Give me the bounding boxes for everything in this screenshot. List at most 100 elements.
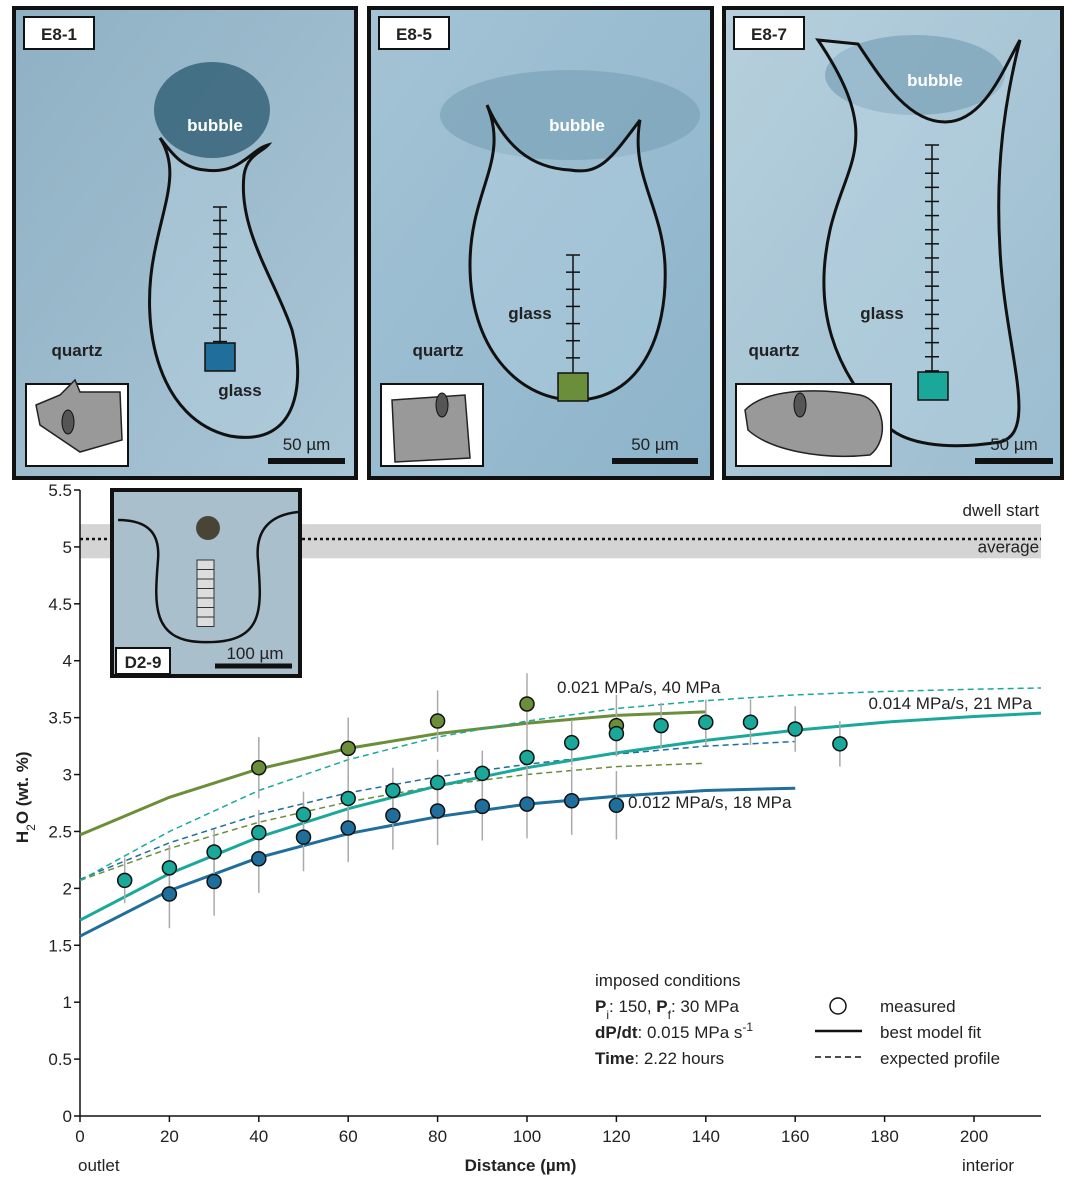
measured-point [386, 783, 400, 797]
condition-line: Pi: 150, Pf: 30 MPa [595, 997, 740, 1022]
inset-spot [197, 560, 214, 570]
text-part: -1 [742, 1020, 753, 1034]
measured-point [297, 830, 311, 844]
inset-bubble [196, 516, 220, 540]
measured-point [609, 727, 623, 741]
measured-point [252, 852, 266, 866]
y-tick-label: 4 [63, 652, 72, 671]
text-part: : 150, [609, 997, 656, 1016]
crystal-shape [392, 395, 470, 462]
measured-point [609, 798, 623, 812]
bubble-region [154, 62, 270, 158]
measured-point [341, 821, 355, 835]
legend-entry: best model fit [880, 1023, 981, 1042]
measured-point [297, 807, 311, 821]
dwell-average-label: average [978, 537, 1039, 556]
y-tick-label: 3.5 [48, 709, 72, 728]
analysis-spot [558, 373, 588, 401]
inset-spot [197, 579, 214, 589]
measured-point [475, 766, 489, 780]
measured-point [341, 741, 355, 755]
measured-point [744, 715, 758, 729]
measured-point [699, 715, 713, 729]
legend-entry: measured [880, 997, 956, 1016]
fit-label: 0.012 MPa/s, 18 MPa [628, 793, 792, 812]
measured-point [475, 799, 489, 813]
y-tick-label: 0 [63, 1107, 72, 1126]
text-part: : 2.22 hours [634, 1049, 724, 1068]
quartz-label: quartz [52, 341, 103, 360]
measured-point [520, 750, 534, 764]
measured-point [207, 845, 221, 859]
x-tick-label: 100 [513, 1127, 541, 1146]
measured-point [431, 804, 445, 818]
y-tick-label: 0.5 [48, 1050, 72, 1069]
panel-id: E8-1 [41, 25, 77, 44]
x-tick-label: 200 [960, 1127, 988, 1146]
x-tick-label: 120 [602, 1127, 630, 1146]
measured-point [162, 887, 176, 901]
bubble-label: bubble [907, 71, 963, 90]
x-tick-label: 40 [249, 1127, 268, 1146]
analysis-spot [918, 372, 948, 400]
condition-line: Time: 2.22 hours [595, 1049, 724, 1068]
quartz-label: quartz [413, 341, 464, 360]
measured-point [252, 826, 266, 840]
dwell-start-label: dwell start [963, 501, 1040, 520]
measured-point [565, 736, 579, 750]
inset-spot [197, 598, 214, 608]
condition-line: dP/dt: 0.015 MPa s-1 [595, 1020, 753, 1042]
interior-label: interior [962, 1156, 1014, 1175]
measured-point [118, 873, 132, 887]
y-axis-title: H2O (wt. %) [13, 751, 38, 843]
analysis-spot [205, 343, 235, 371]
inclusion-shape [794, 393, 806, 417]
fit-label: 0.014 MPa/s, 21 MPa [869, 694, 1033, 713]
measured-point [654, 719, 668, 733]
measured-point [565, 794, 579, 808]
y-tick-label: 2 [63, 879, 72, 898]
text-part: P [595, 997, 606, 1016]
text-part: P [656, 997, 667, 1016]
fit-label: 0.021 MPa/s, 40 MPa [557, 678, 721, 697]
scale-bar-label: 50 µm [631, 435, 679, 454]
x-tick-label: 20 [160, 1127, 179, 1146]
x-tick-label: 160 [781, 1127, 809, 1146]
legend-entry: expected profile [880, 1049, 1000, 1068]
measured-point [341, 791, 355, 805]
text-part: Time [595, 1049, 634, 1068]
legend-title: imposed conditions [595, 971, 741, 990]
text-part: : 0.015 MPa s [638, 1023, 743, 1042]
quartz-label: quartz [749, 341, 800, 360]
measured-point [252, 761, 266, 775]
figure: E8-1 bubble glass quartz 50 µm E8-5 bubble glas… [0, 0, 1066, 1178]
inclusion-shape [436, 393, 448, 417]
text-part: H [13, 831, 32, 843]
inset-scale-label: 100 µm [226, 644, 283, 663]
bubble-label: bubble [187, 116, 243, 135]
measured-point [520, 697, 534, 711]
glass-label: glass [860, 304, 903, 323]
x-tick-label: 60 [339, 1127, 358, 1146]
text-part: O (wt. %) [13, 751, 32, 824]
measured-point [207, 875, 221, 889]
inset-spot [197, 608, 214, 618]
y-tick-label: 3 [63, 766, 72, 785]
x-tick-label: 0 [75, 1127, 84, 1146]
x-tick-label: 140 [692, 1127, 720, 1146]
inset-spot [197, 589, 214, 599]
measured-point [386, 809, 400, 823]
inset-spot [197, 570, 214, 580]
panel-id: E8-5 [396, 25, 432, 44]
legend-marker-measured [830, 998, 846, 1014]
scale-bar-label: 50 µm [990, 435, 1038, 454]
glass-label: glass [218, 381, 261, 400]
inset-id: D2-9 [125, 653, 162, 672]
inset-micrograph: D2-9 100 µm [112, 490, 300, 676]
x-tick-label: 180 [870, 1127, 898, 1146]
measured-point [431, 776, 445, 790]
x-tick-label: 80 [428, 1127, 447, 1146]
